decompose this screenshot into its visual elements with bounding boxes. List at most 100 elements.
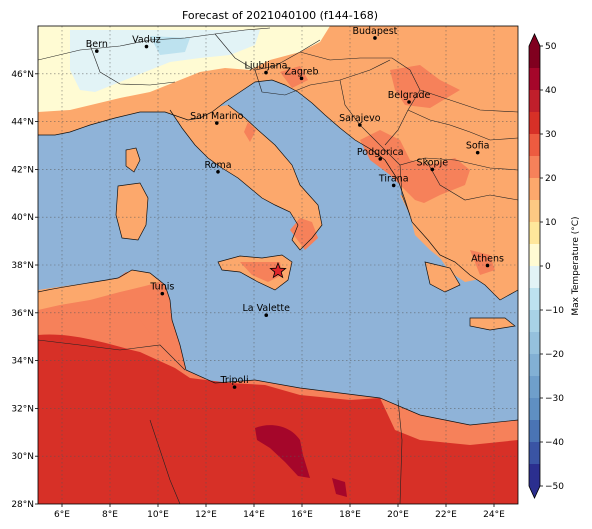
city-dot [144,44,149,49]
colorbar-tick-label: 10 [545,218,557,228]
city-dot [373,36,377,40]
colorbar-tick-label: 20 [545,174,557,184]
y-tick-label: 32°N [11,404,34,414]
city-dot [407,100,411,104]
italy-land [170,105,322,250]
city-label: Sofia [466,141,490,152]
city-dot [95,49,99,53]
y-tick-label: 44°N [11,118,34,128]
italy-tip-red [290,218,318,250]
colorbar-segment [529,332,540,354]
city-label: Tirana [378,173,409,184]
colorbar-segment [529,34,540,68]
y-tick-label: 46°N [11,70,34,80]
croatia-red-patch [280,66,308,88]
colorbar-tick-label: −10 [545,306,564,316]
city-dot [264,313,269,317]
africa-land-red [38,334,518,504]
city-dot [216,169,220,174]
africa-land-darkred-2 [332,478,347,497]
y-tick-label: 34°N [11,357,34,367]
city-dot [475,150,480,155]
y-tick-label: 30°N [11,452,34,462]
city-label: Ljubljana [245,61,288,72]
africa-land-darkred [255,425,310,478]
city-label: Athens [471,253,504,264]
colorbar-segment [529,420,540,442]
colorbar-segment [529,222,540,244]
x-tick-label: 12°E [195,510,217,520]
crete-land [470,318,515,330]
y-tick-label: 42°N [11,165,34,175]
alps-blue-patch [150,36,190,55]
y-tick-label: 28°N [11,500,34,510]
colorbar-segment [529,398,540,420]
colorbar-segment [529,200,540,222]
peloponnese-land [425,262,460,292]
colorbar-tick-label: −30 [545,394,564,404]
x-tick-label: 14°E [243,510,265,520]
city-label: Zagreb [285,66,319,77]
colorbar-segment [529,178,540,200]
city-label: Sarajevo [339,113,381,124]
city-dot [391,183,396,188]
city-dot [485,263,490,268]
city-label: Skopje [417,157,449,168]
colorbar-tick-label: 0 [545,262,551,272]
colorbar-segment [529,68,540,90]
x-tick-label: 18°E [339,510,361,520]
colorbar-segment [529,134,540,156]
x-tick-label: 24°E [483,510,505,520]
city-dot [358,123,362,127]
alps-light-blue [70,30,260,92]
colorbar: −50 −40 −30 −20 −10 0 10 20 30 40 50 [528,33,564,499]
city-label: Tripoli [220,375,249,386]
y-tick-label: 36°N [11,309,34,319]
city-label: Belgrade [388,90,431,101]
colorbar-segment [529,354,540,376]
x-tick-label: 16°E [291,510,313,520]
longitude-ticks: 6°E 8°E 10°E 12°E 14°E 16°E 18°E 20°E 22°E 24°E [54,504,505,520]
italy-east-coast-red [244,122,256,142]
colorbar-tick-label: 40 [545,86,557,96]
city-label: La Valette [242,303,290,314]
city-label: Budapest [352,26,397,37]
city-label: Vaduz [132,35,161,46]
city-dot [430,167,435,172]
location-star-icon [269,261,287,279]
x-tick-label: 6°E [54,510,70,520]
colorbar-segment [529,310,540,332]
city-dot [215,121,219,125]
city-dot [232,385,237,389]
y-tick-label: 40°N [11,213,34,223]
x-tick-label: 10°E [147,510,169,520]
colorbar-segment [529,112,540,134]
colorbar-tick-label: 30 [545,130,557,140]
colorbar-segment [529,442,540,464]
sicily-red [240,262,282,282]
colorbar-segment [529,464,540,498]
x-tick-label: 22°E [435,510,457,520]
city-dot [264,70,268,75]
colorbar-segment [529,288,540,310]
colorbar-tick-label: 50 [545,42,557,52]
colorbar-segment [529,376,540,398]
colorbar-tick-label: −40 [545,438,564,448]
city-dot [299,76,304,81]
colorbar-segment [529,244,540,266]
latitude-ticks: 28°N 30°N 32°N 34°N 36°N 38°N 40°N 42°N 44°N 46°N [11,70,38,510]
x-tick-label: 8°E [102,510,118,520]
city-dot [378,157,383,161]
colorbar-segment [529,266,540,288]
coastlines [38,79,518,426]
city-label: Podgorica [357,147,404,158]
city-dot [160,291,165,296]
x-tick-label: 20°E [387,510,409,520]
city-label: San Marino [190,111,243,122]
city-label: Tunis [149,282,174,293]
aegean-islands-red [470,250,495,275]
sardinia-land [116,183,148,240]
